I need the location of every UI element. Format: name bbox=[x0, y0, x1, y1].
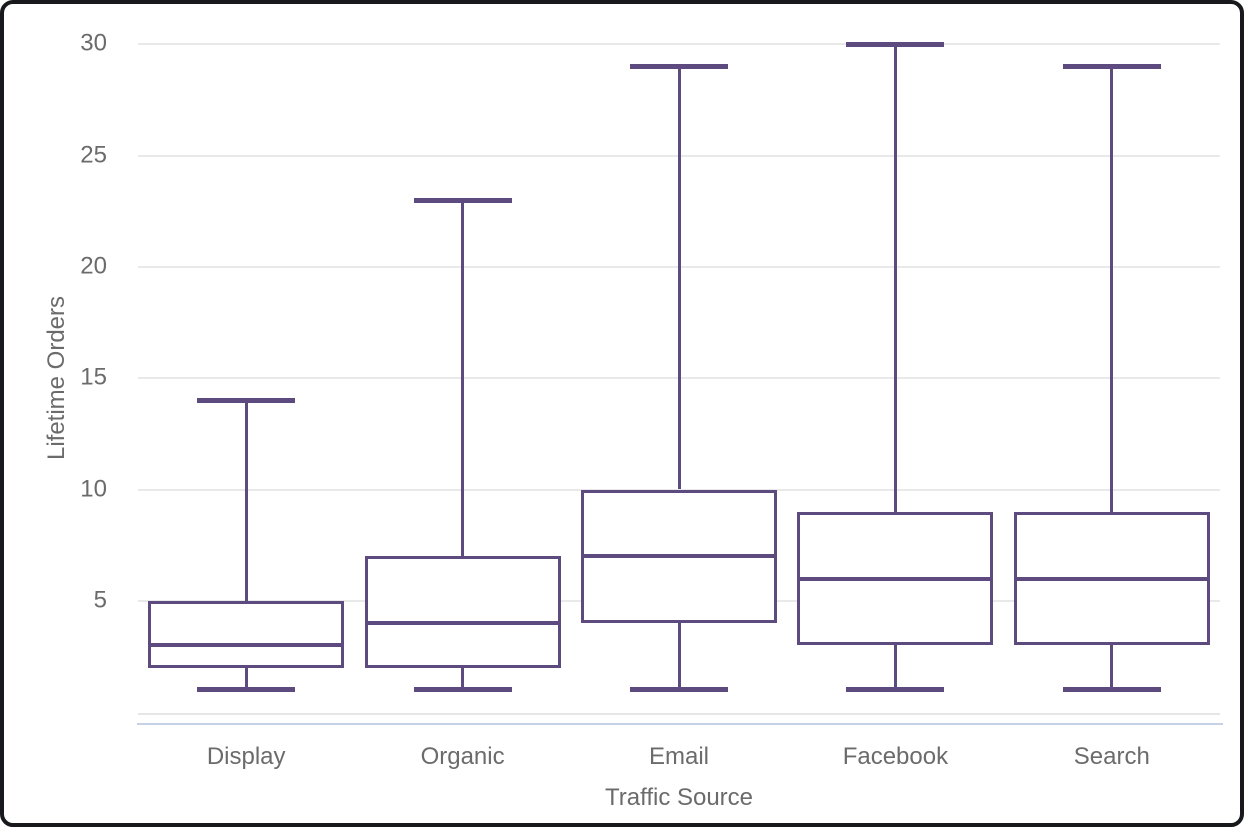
ytick-label-5: 5 bbox=[93, 586, 107, 614]
category-label-search: Search bbox=[1073, 743, 1150, 770]
whisker-cap-min-facebook bbox=[846, 687, 945, 693]
category-label-facebook: Facebook bbox=[842, 743, 949, 770]
ytick-label-20: 20 bbox=[80, 252, 107, 280]
x-axis-title: Traffic Source bbox=[604, 784, 754, 811]
median-line-display bbox=[148, 643, 345, 648]
whisker-lower-facebook bbox=[893, 645, 897, 690]
whisker-cap-max-email bbox=[630, 64, 728, 70]
whisker-upper-email bbox=[677, 66, 681, 490]
whisker-cap-min-search bbox=[1062, 687, 1161, 693]
whisker-cap-min-display bbox=[197, 687, 296, 693]
y-axis-title: Lifetime Orders bbox=[43, 295, 70, 461]
ytick-label-25: 25 bbox=[80, 141, 107, 169]
median-line-search bbox=[1013, 576, 1210, 581]
median-line-email bbox=[581, 554, 777, 559]
category-label-organic: Organic bbox=[420, 743, 505, 770]
whisker-cap-max-display bbox=[197, 397, 296, 403]
whisker-upper-search bbox=[1110, 66, 1114, 512]
whisker-cap-max-search bbox=[1062, 64, 1161, 70]
panel-bottom-border bbox=[137, 722, 1223, 725]
whisker-lower-display bbox=[244, 667, 248, 690]
whisker-cap-min-organic bbox=[413, 687, 512, 693]
whisker-upper-facebook bbox=[893, 44, 897, 512]
iqr-box-display bbox=[148, 600, 345, 668]
gridline-30 bbox=[138, 43, 1220, 46]
ytick-label-10: 10 bbox=[80, 474, 107, 502]
median-line-organic bbox=[364, 621, 561, 626]
median-line-facebook bbox=[797, 576, 994, 581]
category-label-display: Display bbox=[206, 743, 286, 770]
whisker-lower-email bbox=[677, 623, 681, 690]
ytick-label-30: 30 bbox=[80, 29, 107, 57]
whisker-cap-max-facebook bbox=[846, 41, 945, 47]
ytick-label-15: 15 bbox=[80, 363, 107, 391]
whisker-cap-max-organic bbox=[413, 197, 512, 203]
whisker-upper-display bbox=[244, 400, 248, 601]
whisker-lower-organic bbox=[461, 667, 465, 690]
whisker-cap-min-email bbox=[630, 687, 728, 693]
category-label-email: Email bbox=[648, 743, 710, 770]
iqr-box-organic bbox=[364, 556, 561, 668]
x-axis-line bbox=[138, 713, 1220, 715]
whisker-lower-search bbox=[1110, 645, 1114, 690]
whisker-upper-organic bbox=[461, 200, 465, 557]
